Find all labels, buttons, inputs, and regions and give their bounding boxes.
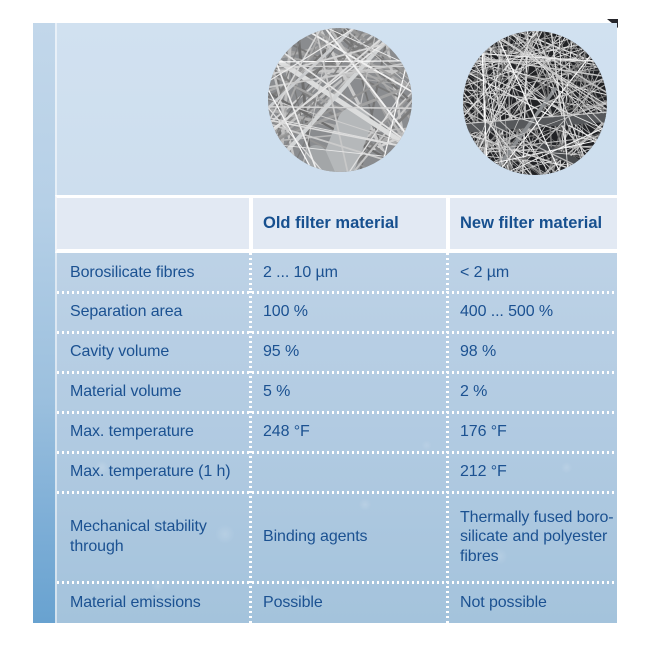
row-label: Mechanical stability through (70, 518, 207, 555)
row-value-old: 100 % (249, 291, 446, 331)
row-value-new: 98 % (446, 331, 619, 371)
table-body: Borosilicate fibres 2 ... 10 µm < 2 µm S… (55, 253, 617, 623)
row-label: Separation area (70, 303, 183, 321)
micrograph-area (55, 23, 617, 195)
card-content: Old filter material New filter material … (55, 23, 617, 623)
table-row: Cavity volume 95 % 98 % (57, 331, 617, 371)
row-value-new: Thermally fused boro- silicate and polye… (446, 491, 619, 581)
row-value-old: Binding agents (249, 491, 446, 581)
row-value-old (249, 451, 446, 491)
row-value-new: 400 ... 500 % (446, 291, 619, 331)
row-value-old: 2 ... 10 µm (249, 253, 446, 291)
table-row: Borosilicate fibres 2 ... 10 µm < 2 µm (57, 253, 617, 291)
header-old-filter: Old filter material (249, 198, 446, 249)
row-label: Material volume (70, 383, 182, 401)
row-label: Cavity volume (70, 343, 170, 361)
row-value-new: 176 °F (446, 411, 619, 451)
left-accent-strip (33, 23, 55, 623)
table-row: Max. temperature 248 °F 176 °F (57, 411, 617, 451)
row-value-new: Not possible (446, 581, 619, 623)
new-filter-micrograph-image (463, 31, 607, 175)
table-row: Mechanical stability through Binding age… (57, 491, 617, 581)
row-value-new: 212 °F (446, 451, 619, 491)
row-value-new: 2 % (446, 371, 619, 411)
table-header-row: Old filter material New filter material (55, 195, 617, 253)
table-row: Max. temperature (1 h) 212 °F (57, 451, 617, 491)
row-value-new: < 2 µm (446, 253, 619, 291)
old-filter-micrograph (268, 28, 412, 172)
table-row: Separation area 100 % 400 ... 500 % (57, 291, 617, 331)
row-value-old: 5 % (249, 371, 446, 411)
row-value-old: Possible (249, 581, 446, 623)
row-label: Borosilicate fibres (70, 264, 195, 282)
row-label: Max. temperature (70, 423, 194, 441)
new-filter-micrograph (463, 31, 607, 175)
table-row: Material emissions Possible Not possible (57, 581, 617, 623)
table-row: Material volume 5 % 2 % (57, 371, 617, 411)
comparison-card: Old filter material New filter material … (33, 19, 618, 623)
row-value-old: 248 °F (249, 411, 446, 451)
header-new-filter: New filter material (446, 198, 619, 249)
row-value-old: 95 % (249, 331, 446, 371)
header-empty-cell (57, 198, 249, 249)
old-filter-micrograph-image (268, 28, 412, 172)
row-label: Material emissions (70, 594, 201, 612)
row-label: Max. temperature (1 h) (70, 463, 231, 481)
